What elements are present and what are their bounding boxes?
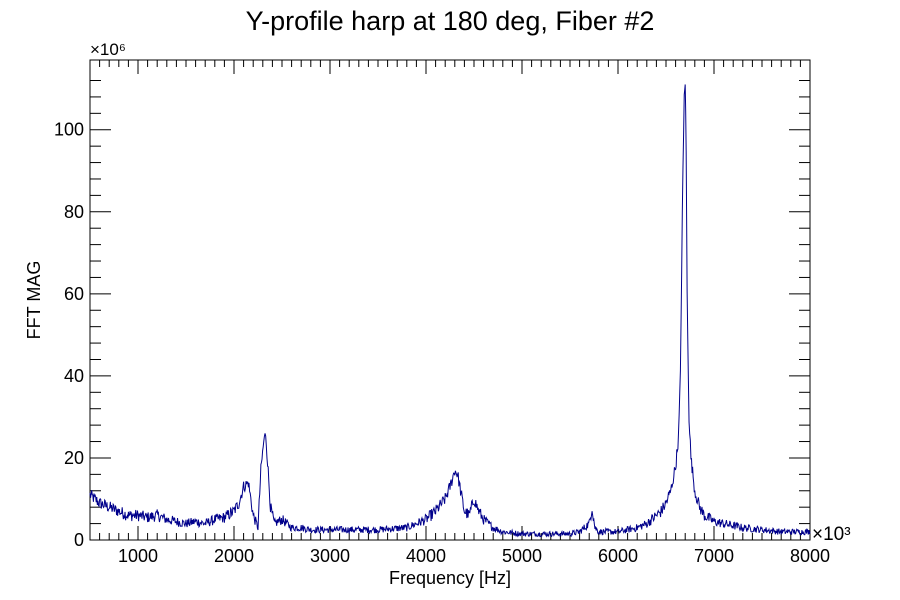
x-axis-multiplier: ×10³ [812, 524, 851, 545]
y-tick-label: 0 [74, 530, 84, 550]
x-tick-label: 8000 [790, 546, 830, 566]
y-axis-multiplier: ×10⁶ [90, 40, 126, 59]
x-axis-label: Frequency [Hz] [389, 568, 511, 588]
x-tick-label: 3000 [310, 546, 350, 566]
y-tick-label: 20 [64, 448, 84, 468]
x-tick-label: 7000 [694, 546, 734, 566]
x-tick-label: 2000 [214, 546, 254, 566]
x-tick-label: 4000 [406, 546, 446, 566]
x-tick-label: 1000 [118, 546, 158, 566]
series-line [89, 84, 811, 538]
chart-title: Y-profile harp at 180 deg, Fiber #2 [246, 6, 655, 36]
y-tick-label: 40 [64, 366, 84, 386]
y-tick-label: 60 [64, 284, 84, 304]
plot-area: 1000 2000 3000 4000 5000 6000 7000 8000 0 20 40 60 8… [54, 59, 830, 566]
x-tick-label: 5000 [502, 546, 542, 566]
y-tick-label: 100 [54, 120, 84, 140]
y-tick-label: 80 [64, 202, 84, 222]
x-tick-label: 6000 [598, 546, 638, 566]
y-axis-label: FFT MAG [24, 261, 44, 340]
plot-frame [89, 59, 811, 541]
